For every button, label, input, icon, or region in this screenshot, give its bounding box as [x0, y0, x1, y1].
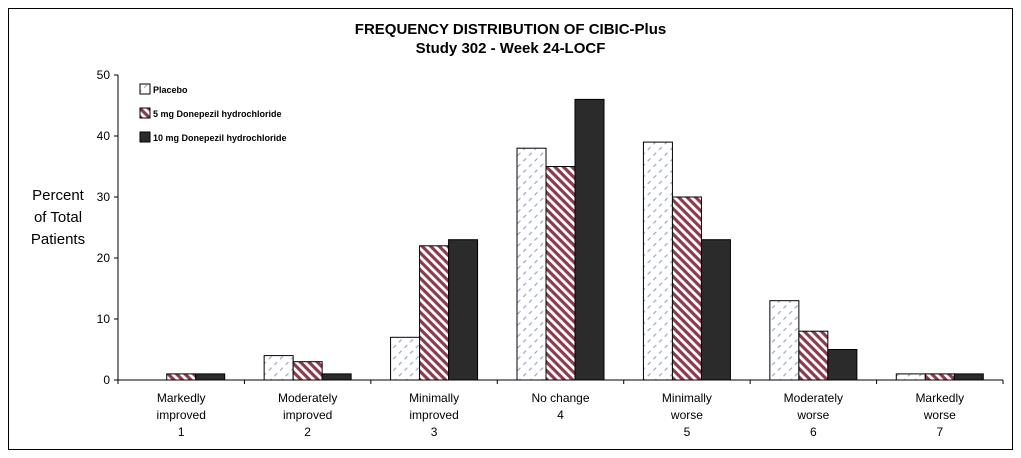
bar [953, 373, 984, 381]
legend-label: Placebo [153, 85, 188, 95]
legend-swatch [139, 107, 151, 119]
bar [166, 373, 197, 381]
bar [700, 239, 731, 381]
y-axis-label-line-1: Percent [32, 187, 84, 204]
y-tick-label: 10 [97, 312, 111, 326]
x-tick-label: Markedly improved 1 [157, 391, 206, 439]
legend-swatch [139, 83, 151, 95]
y-tick-label: 40 [97, 129, 111, 143]
bar [516, 147, 547, 381]
x-tick-label: No change 4 [531, 391, 589, 422]
bar [798, 330, 829, 381]
bar [924, 373, 955, 381]
bar [671, 196, 702, 381]
legend-label: 5 mg Donepezil hydrochloride [153, 109, 282, 119]
x-tick-label: Moderately improved 2 [278, 391, 337, 439]
bar [321, 373, 352, 381]
x-tick-label: Moderately worse 6 [784, 391, 843, 439]
bar [895, 373, 926, 381]
legend-label: 10 mg Donepezil hydrochloride [153, 133, 287, 143]
bar [769, 300, 800, 381]
y-tick-label: 30 [97, 190, 111, 204]
bar [574, 98, 605, 381]
chart-subtitle: Study 302 - Week 24-LOCF [415, 40, 606, 57]
bar [827, 349, 858, 381]
y-tick-label: 50 [97, 68, 111, 82]
x-tick-label: Minimally worse 5 [662, 391, 712, 439]
bar [390, 336, 421, 381]
x-tick-label: Markedly worse 7 [915, 391, 964, 439]
chart-title: FREQUENCY DISTRIBUTION OF CIBIC-Plus [354, 21, 667, 38]
y-tick-label: 20 [97, 251, 111, 265]
bar [448, 239, 479, 381]
bar [642, 141, 673, 381]
bar [419, 245, 450, 381]
x-tick-label: Minimally improved 3 [409, 391, 459, 439]
y-tick-label: 0 [103, 373, 110, 387]
y-axis-label-line-2: of Total [33, 209, 83, 226]
bar [263, 355, 294, 381]
legend-swatch [139, 131, 151, 143]
bar [292, 361, 323, 381]
bar [545, 166, 576, 381]
y-axis-label-line-3: Patients [30, 231, 86, 248]
bar [195, 373, 226, 381]
